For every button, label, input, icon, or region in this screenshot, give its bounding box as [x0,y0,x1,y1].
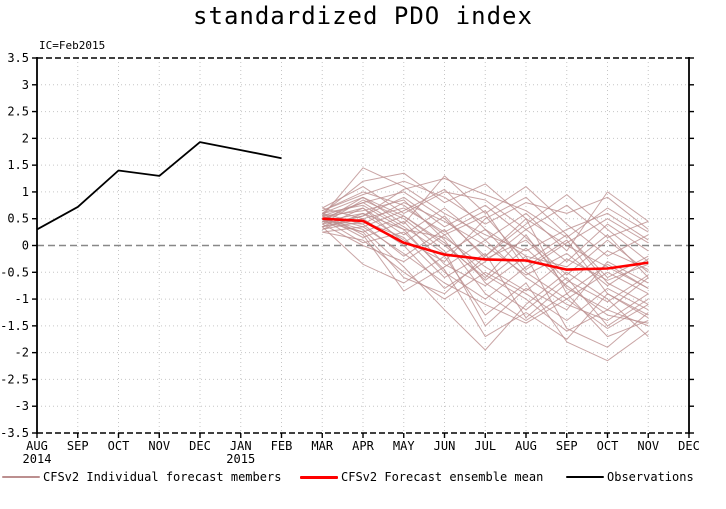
gridlines [37,58,689,433]
y-axis-labels: 3.5 3 2.5 2 1.5 1 0.5 0 -0.5 -1 -1.5 -2 -2.5 -3 -3.5 [0,51,29,440]
svg-text:-3.5: -3.5 [0,426,29,440]
svg-text:JAN: JAN [230,439,252,453]
svg-text:JUN: JUN [434,439,456,453]
svg-text:NOV: NOV [148,439,170,453]
chart-legend: CFSv2 Individual forecast members CFSv2 … [0,470,726,490]
svg-text:NOV: NOV [637,439,659,453]
svg-text:DEC: DEC [189,439,211,453]
svg-text:FEB: FEB [271,439,293,453]
legend-label-observations: Observations [607,470,694,484]
svg-text:AUG: AUG [26,439,48,453]
svg-text:2: 2 [22,131,29,145]
initial-condition-label: IC=Feb2015 [39,39,106,52]
svg-text:2015: 2015 [226,452,255,466]
svg-text:-0.5: -0.5 [0,265,29,279]
svg-text:1: 1 [22,185,29,199]
svg-text:-1.5: -1.5 [0,319,29,333]
svg-text:0.5: 0.5 [7,212,29,226]
legend-item-members: CFSv2 Individual forecast members [2,470,281,484]
svg-text:2014: 2014 [23,452,52,466]
ensemble-mean-line-swatch [300,475,338,479]
forecast-member-lines [321,167,649,362]
axis-ticks [32,57,694,438]
observations-line [36,141,282,231]
svg-text:-2.5: -2.5 [0,372,29,386]
svg-text:MAY: MAY [393,439,415,453]
svg-text:2.5: 2.5 [7,105,29,119]
svg-text:1.5: 1.5 [7,158,29,172]
legend-item-observations: Observations [566,470,694,484]
svg-text:0: 0 [22,239,29,253]
svg-text:SEP: SEP [67,439,89,453]
legend-label-members: CFSv2 Individual forecast members [43,470,282,484]
legend-item-ensemble-mean: CFSv2 Forecast ensemble mean [300,470,543,484]
members-line-swatch [2,476,40,478]
svg-text:MAR: MAR [311,439,333,453]
svg-text:OCT: OCT [597,439,619,453]
svg-text:3: 3 [22,78,29,92]
svg-text:APR: APR [352,439,374,453]
svg-text:-1: -1 [15,292,29,306]
svg-text:SEP: SEP [556,439,578,453]
svg-text:3.5: 3.5 [7,51,29,65]
svg-text:OCT: OCT [108,439,130,453]
svg-text:JUL: JUL [474,439,496,453]
svg-text:DEC: DEC [678,439,700,453]
chart-title: standardized PDO index [193,2,533,30]
legend-label-ensemble-mean: CFSv2 Forecast ensemble mean [341,470,544,484]
ensemble-mean-line [322,217,649,271]
svg-text:-2: -2 [15,346,29,360]
observations-line-swatch [566,476,604,478]
svg-text:AUG: AUG [515,439,537,453]
svg-text:-3: -3 [15,399,29,413]
